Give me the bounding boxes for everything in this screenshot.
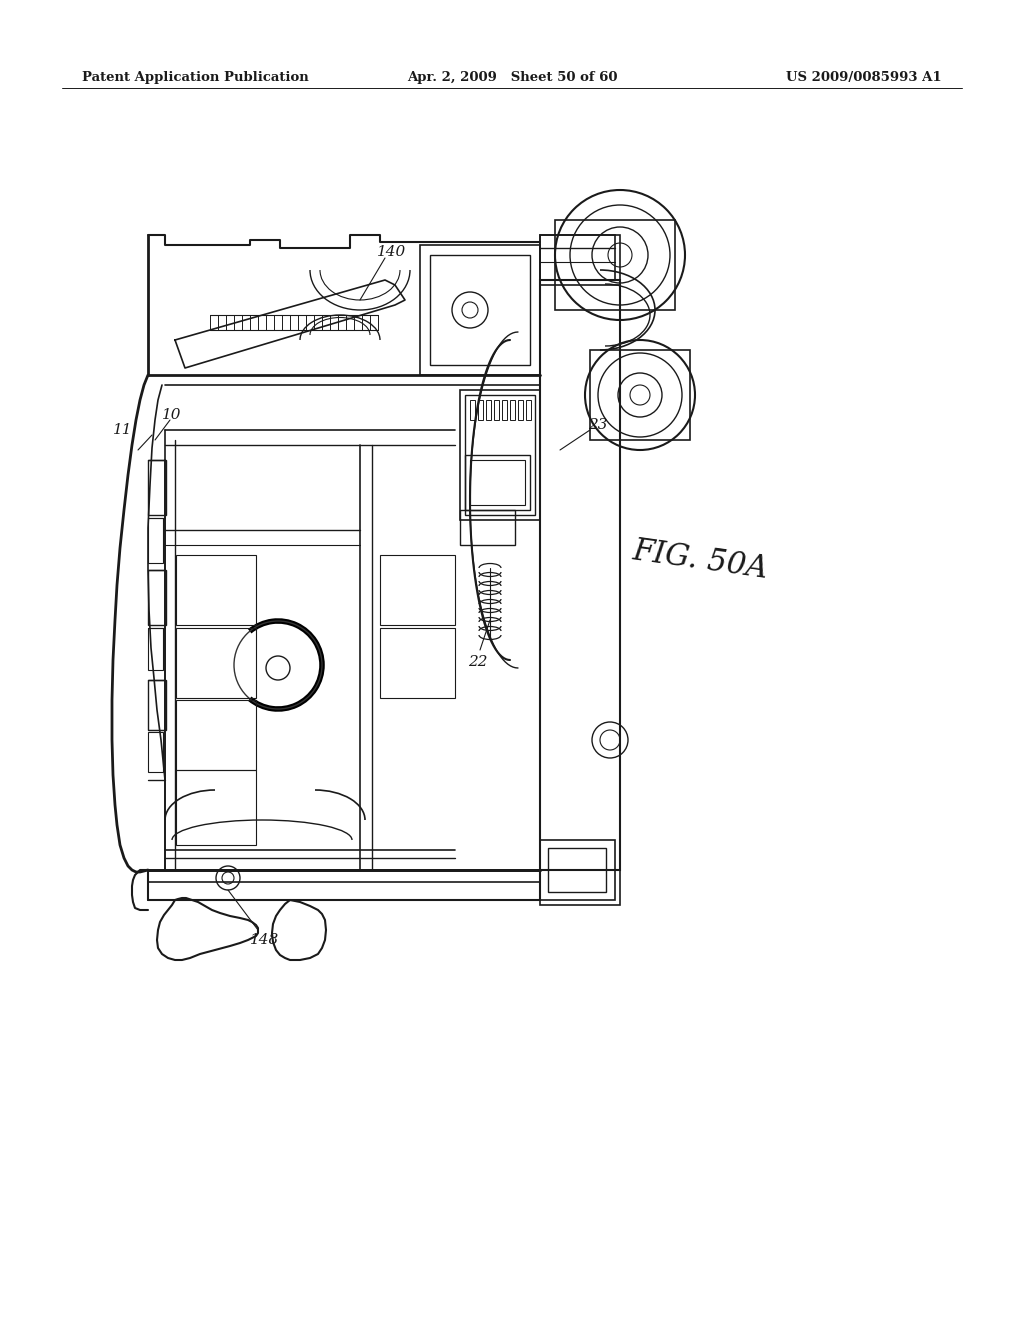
Text: US 2009/0085993 A1: US 2009/0085993 A1 [786, 71, 942, 84]
Bar [148, 680, 166, 730]
Bar [486, 400, 490, 420]
Bar [518, 400, 523, 420]
Bar [555, 220, 675, 310]
Bar [148, 733, 163, 772]
Bar [460, 389, 540, 520]
Bar [526, 400, 531, 420]
Text: 148: 148 [251, 933, 280, 946]
Text: Apr. 2, 2009   Sheet 50 of 60: Apr. 2, 2009 Sheet 50 of 60 [407, 71, 617, 84]
Bar [176, 628, 256, 698]
Bar [148, 628, 163, 671]
Bar [465, 455, 530, 510]
Bar [540, 840, 615, 900]
Bar [176, 554, 256, 624]
Bar [590, 350, 690, 440]
Bar [470, 400, 475, 420]
Bar [380, 628, 455, 698]
Text: FIG. 50A: FIG. 50A [630, 535, 770, 585]
Text: Patent Application Publication: Patent Application Publication [82, 71, 309, 84]
Bar [540, 235, 615, 280]
Bar [494, 400, 499, 420]
Text: 22: 22 [468, 655, 487, 669]
Bar [548, 847, 606, 892]
Bar [460, 510, 515, 545]
Bar [470, 459, 525, 506]
Bar [540, 870, 620, 906]
Bar [148, 459, 166, 515]
Bar [148, 570, 166, 624]
Bar [478, 400, 483, 420]
Bar [380, 554, 455, 624]
Text: 10: 10 [162, 408, 181, 422]
Bar [540, 280, 620, 870]
Bar [502, 400, 507, 420]
Bar [540, 235, 620, 285]
Bar [176, 770, 256, 845]
Text: 11: 11 [113, 422, 132, 437]
Text: 23: 23 [588, 418, 608, 432]
Bar [510, 400, 515, 420]
Bar [430, 255, 530, 366]
Bar [465, 395, 535, 515]
Bar [148, 517, 163, 564]
Bar [176, 700, 256, 770]
Bar [420, 246, 540, 375]
Text: 140: 140 [378, 246, 407, 259]
